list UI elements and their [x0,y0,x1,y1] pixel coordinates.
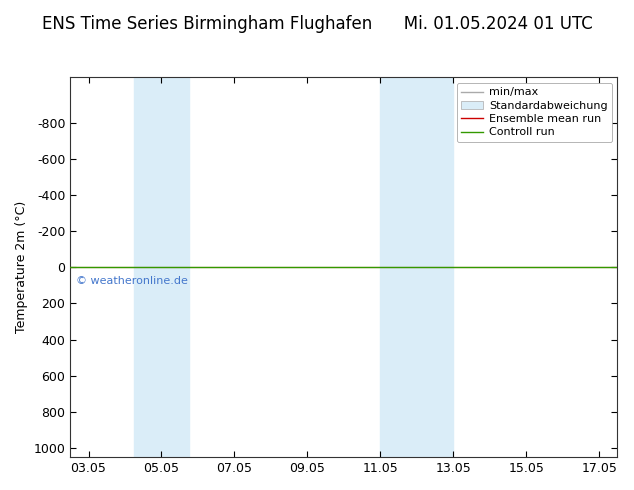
Text: © weatheronline.de: © weatheronline.de [76,276,188,286]
Text: ENS Time Series Birmingham Flughafen      Mi. 01.05.2024 01 UTC: ENS Time Series Birmingham Flughafen Mi.… [42,15,592,33]
Bar [380,77,408,457]
Legend: min/max, Standardabweichung, Ensemble mean run, Controll run: min/max, Standardabweichung, Ensemble me… [456,83,612,142]
Bar [408,77,453,457]
Y-axis label: Temperature 2m (°C): Temperature 2m (°C) [15,201,28,333]
Bar [162,77,189,457]
Bar [134,77,162,457]
